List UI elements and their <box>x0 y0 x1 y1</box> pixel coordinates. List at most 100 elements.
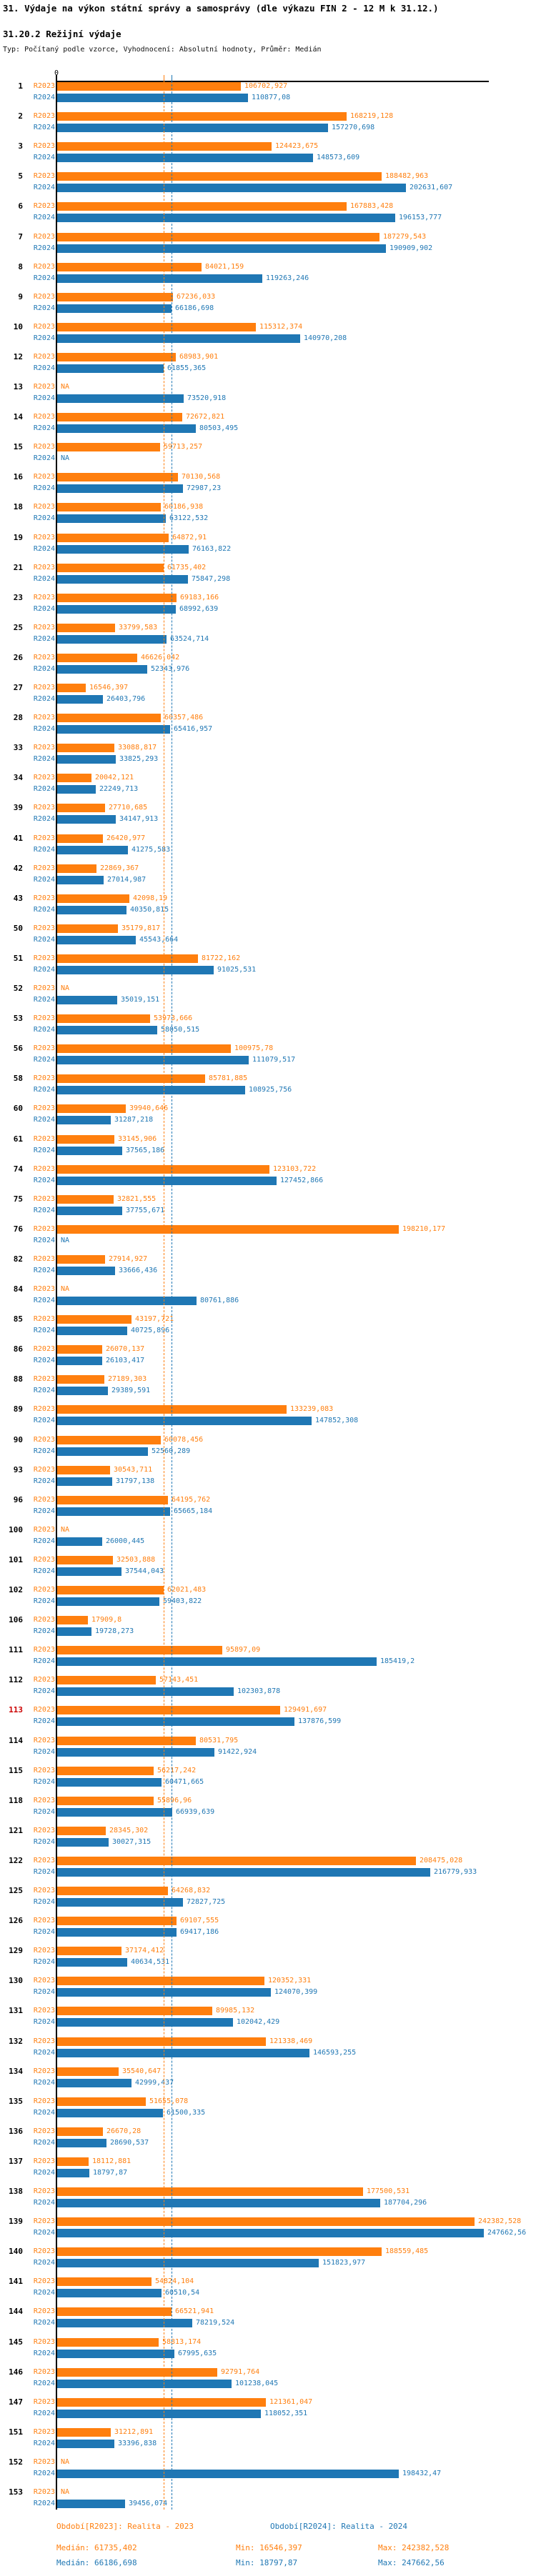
series-tick-label: R2024 <box>33 154 55 161</box>
series-tick-label: R2023 <box>33 1887 55 1894</box>
value-label: 40725,896 <box>131 1327 170 1334</box>
value-label: 119263,246 <box>266 274 309 282</box>
value-label: 91422,924 <box>218 1748 257 1756</box>
value-bar <box>57 94 248 102</box>
value-bar <box>57 233 379 241</box>
row-number: 2 <box>18 111 23 121</box>
row-number: 96 <box>13 1495 23 1504</box>
row-number: 12 <box>13 352 23 361</box>
row-number: 140 <box>9 2247 23 2256</box>
series-tick-label: R2023 <box>33 112 55 120</box>
series-tick-label: R2023 <box>33 1827 55 1834</box>
series-tick-label: R2023 <box>33 1646 55 1654</box>
row-number: 39 <box>13 803 23 812</box>
value-label: 30543,711 <box>114 1466 153 1474</box>
value-label: 26000,445 <box>106 1537 145 1545</box>
value-label: NA <box>61 2458 70 2466</box>
value-label: 43197,721 <box>135 1315 174 1323</box>
series-tick-label: R2024 <box>33 1056 55 1064</box>
row-number: 1 <box>18 81 23 91</box>
row-number: 132 <box>9 2037 23 2046</box>
value-label: 198210,177 <box>402 1225 446 1233</box>
value-bar <box>57 2067 119 2076</box>
value-label: 95897,09 <box>226 1646 261 1654</box>
value-bar <box>57 1958 127 1967</box>
series-tick-label: R2023 <box>33 82 55 90</box>
row-number: 152 <box>9 2457 23 2467</box>
value-label: 247662,56 <box>487 2229 527 2237</box>
series-tick-label: R2023 <box>33 1466 55 1474</box>
value-bar <box>57 1537 102 1546</box>
value-bar <box>57 1086 245 1094</box>
value-label: 137876,599 <box>298 1717 342 1725</box>
value-bar <box>57 2139 106 2147</box>
value-bar <box>57 172 382 181</box>
value-label: 157270,698 <box>332 124 375 131</box>
series-tick-label: R2024 <box>33 2139 55 2147</box>
row-number: 113 <box>9 1705 23 1714</box>
value-bar <box>57 1597 159 1606</box>
series-tick-label: R2024 <box>33 334 55 342</box>
value-bar <box>57 1436 161 1444</box>
value-label: 18112,881 <box>92 2157 131 2165</box>
value-bar <box>57 2410 261 2418</box>
value-label: 196153,777 <box>399 214 442 221</box>
value-bar <box>57 2398 266 2407</box>
row-number: 16 <box>13 472 23 481</box>
row-number: 146 <box>9 2367 23 2377</box>
row-number: 42 <box>13 864 23 873</box>
series-tick-label: R2024 <box>33 815 55 823</box>
value-bar <box>57 564 164 572</box>
row-number: 145 <box>9 2337 23 2347</box>
value-label: 70130,568 <box>182 473 221 481</box>
series-tick-label: R2023 <box>33 1947 55 1955</box>
value-bar <box>57 1706 280 1714</box>
series-tick-label: R2024 <box>33 484 55 492</box>
series-tick-label: R2023 <box>33 1074 55 1082</box>
stat-median-2024: Medián: 66186,698 <box>56 2558 137 2567</box>
value-label: 60357,486 <box>164 714 204 722</box>
row-number: 114 <box>9 1736 23 1745</box>
row-number: 51 <box>13 954 23 963</box>
value-bar <box>57 2440 114 2448</box>
value-label: 27189,303 <box>108 1375 147 1383</box>
value-bar <box>57 1507 170 1516</box>
value-bar <box>57 154 313 162</box>
series-tick-label: R2023 <box>33 924 55 932</box>
value-label: 127452,866 <box>280 1177 324 1184</box>
value-bar <box>57 906 126 914</box>
stat-max-2023: Max: 242382,528 <box>378 2543 450 2552</box>
series-tick-label: R2023 <box>33 1104 55 1112</box>
value-label: 42098,19 <box>133 894 168 902</box>
series-tick-label: R2024 <box>33 304 55 312</box>
value-label: 33396,838 <box>118 2440 157 2447</box>
series-tick-label: R2024 <box>33 1357 55 1364</box>
row-number: 139 <box>9 2217 23 2226</box>
series-tick-label: R2023 <box>33 473 55 481</box>
series-tick-label: R2023 <box>33 774 55 782</box>
row-number: 126 <box>9 1916 23 1925</box>
value-bar <box>57 1657 377 1666</box>
value-bar <box>57 1868 430 1877</box>
value-label: 33799,583 <box>119 624 158 631</box>
value-bar <box>57 864 96 873</box>
row-number: 60 <box>13 1104 23 1113</box>
value-label: 27014,987 <box>107 876 147 884</box>
value-bar <box>57 1928 177 1937</box>
series-tick-label: R2023 <box>33 2097 55 2105</box>
value-bar <box>57 1838 109 1847</box>
value-label: 85781,885 <box>209 1074 248 1082</box>
value-bar <box>57 2259 319 2267</box>
value-label: 59713,257 <box>164 443 203 451</box>
value-label: 59403,822 <box>163 1597 202 1605</box>
series-tick-label: R2023 <box>33 2307 55 2315</box>
value-bar <box>57 1074 205 1083</box>
series-tick-label: R2024 <box>33 725 55 733</box>
series-tick-label: R2024 <box>33 364 55 372</box>
value-bar <box>57 323 256 331</box>
row-number: 3 <box>18 141 23 151</box>
value-bar <box>57 1297 197 1305</box>
series-tick-label: R2023 <box>33 1737 55 1744</box>
value-bar <box>57 1717 294 1726</box>
value-label: 51655,078 <box>149 2097 189 2105</box>
